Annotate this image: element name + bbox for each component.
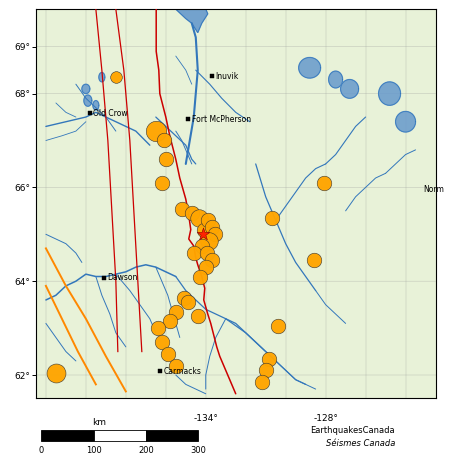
Point (203, 250, 210, 257)
Point (208, 224, 216, 231)
Point (158, 179, 165, 186)
Point (199, 231, 207, 238)
Point (154, 324, 161, 332)
Polygon shape (99, 72, 105, 82)
Point (184, 299, 191, 306)
Point (52, 369, 59, 376)
Point (178, 205, 185, 212)
Text: Norm: Norm (423, 185, 444, 194)
Point (265, 355, 272, 362)
Point (202, 263, 209, 271)
Point (188, 209, 195, 217)
Point (160, 137, 167, 144)
Point (198, 242, 205, 250)
Polygon shape (82, 84, 90, 93)
Point (152, 127, 159, 135)
Bar (93, 430, 146, 441)
Point (166, 317, 173, 325)
Point (310, 256, 317, 264)
Polygon shape (379, 82, 401, 105)
Polygon shape (84, 95, 92, 106)
Bar (41, 430, 93, 441)
Point (274, 322, 281, 329)
Text: Old Crow: Old Crow (93, 109, 128, 118)
Point (200, 226, 207, 233)
Point (208, 256, 216, 264)
Text: km: km (92, 418, 106, 427)
Point (164, 350, 172, 358)
Polygon shape (176, 9, 208, 33)
Point (262, 367, 269, 374)
Point (112, 73, 119, 81)
Text: 0: 0 (39, 446, 44, 455)
Text: EarthquakesCanada: EarthquakesCanada (311, 426, 395, 435)
Point (158, 338, 165, 346)
Point (172, 308, 179, 316)
Polygon shape (93, 101, 99, 110)
Point (204, 217, 211, 224)
Polygon shape (396, 111, 415, 132)
Point (162, 156, 169, 163)
Text: 300: 300 (190, 446, 206, 455)
Text: Dawson: Dawson (107, 273, 138, 283)
Polygon shape (329, 71, 343, 88)
Bar (146, 430, 198, 441)
Point (195, 214, 202, 222)
Point (172, 362, 179, 369)
Text: -134°: -134° (194, 414, 218, 424)
Point (194, 313, 201, 320)
Polygon shape (341, 80, 359, 98)
Polygon shape (299, 58, 321, 78)
Point (320, 179, 327, 186)
Text: Séismes Canada: Séismes Canada (326, 439, 395, 448)
Point (196, 273, 203, 280)
Point (180, 294, 187, 301)
Text: -128°: -128° (313, 414, 338, 424)
Text: 100: 100 (86, 446, 101, 455)
Text: 200: 200 (138, 446, 154, 455)
Text: Inuvik: Inuvik (216, 72, 238, 81)
Point (268, 214, 275, 222)
Point (258, 378, 265, 386)
Text: Carmacks: Carmacks (163, 367, 201, 376)
Text: Fort McPherson: Fort McPherson (192, 115, 251, 124)
Point (190, 250, 198, 257)
Point (211, 231, 218, 238)
Point (205, 238, 212, 245)
